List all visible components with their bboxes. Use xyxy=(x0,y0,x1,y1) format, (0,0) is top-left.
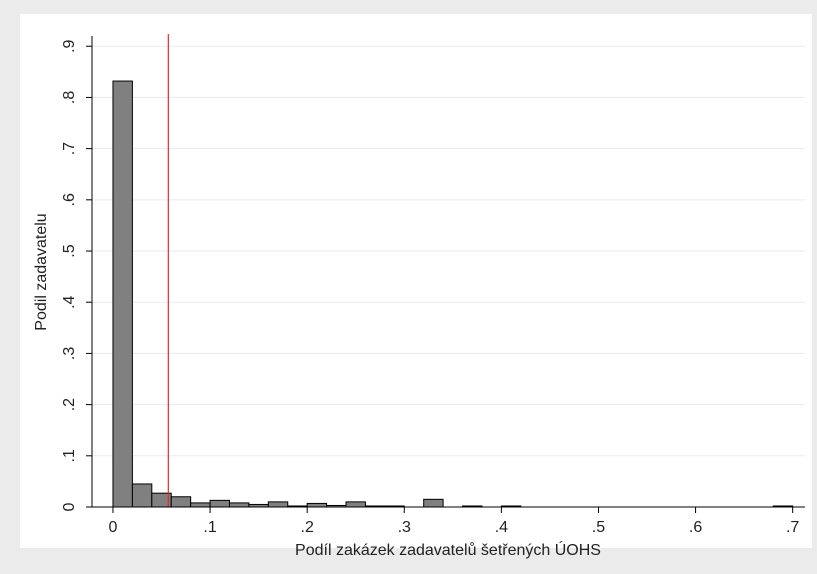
y-tick-label: .5 xyxy=(61,244,78,257)
bar xyxy=(345,501,366,508)
bar xyxy=(131,483,153,508)
x-axis-label: Podíl zakázek zadavatelů šetřených ÚOHS xyxy=(295,540,601,559)
bar xyxy=(209,499,230,508)
y-tick-label: .7 xyxy=(61,142,78,155)
bar xyxy=(267,501,289,508)
bar xyxy=(190,502,211,508)
bar xyxy=(423,498,444,508)
graph-region xyxy=(20,14,812,548)
x-tick-label: .2 xyxy=(301,519,314,536)
y-axis-label: Podil zadavatelu xyxy=(33,213,50,330)
x-tick-label: .1 xyxy=(203,519,216,536)
y-tick-label: .2 xyxy=(61,398,78,411)
y-tick-label: .8 xyxy=(61,91,78,104)
bar xyxy=(112,80,133,508)
bar xyxy=(228,502,250,508)
x-tick-label: 0 xyxy=(109,519,118,536)
x-tick-label: .6 xyxy=(689,519,702,536)
y-tick-label: .4 xyxy=(61,295,78,308)
bar xyxy=(306,502,328,508)
x-tick-label: .7 xyxy=(786,519,799,536)
bar xyxy=(170,496,192,508)
x-tick-label: .3 xyxy=(398,519,411,536)
y-tick-label: .1 xyxy=(61,449,78,462)
x-tick-label: .5 xyxy=(592,519,605,536)
y-tick-label: .6 xyxy=(61,193,78,206)
y-tick-label: .9 xyxy=(61,39,78,52)
y-tick-label: 0 xyxy=(61,502,78,511)
x-tick-label: .4 xyxy=(495,519,508,536)
y-tick-label: .3 xyxy=(61,347,78,360)
